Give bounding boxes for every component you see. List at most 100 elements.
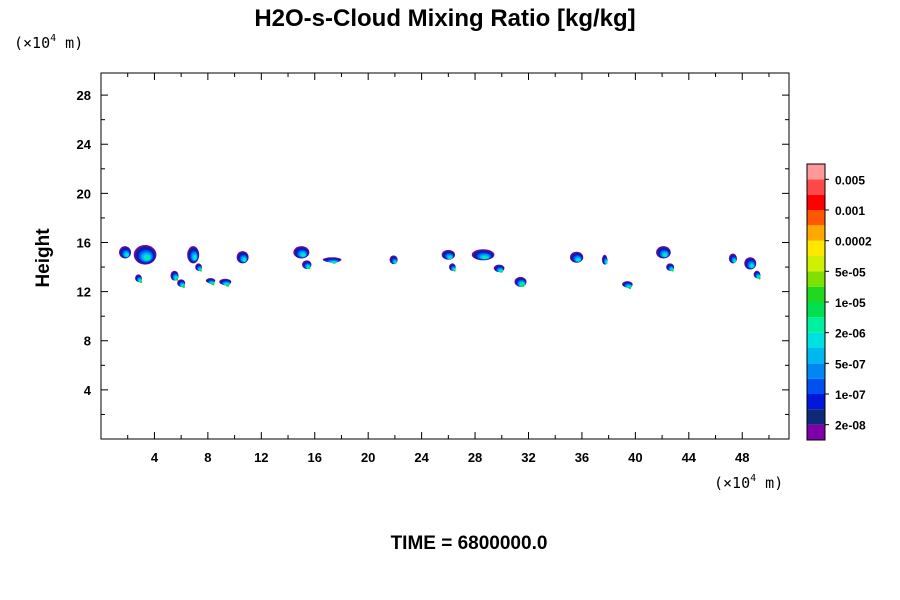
cloud-cell — [205, 278, 216, 286]
cloud-contour — [199, 269, 202, 272]
colorbar-swatch — [807, 378, 825, 394]
cloud-cell — [133, 244, 157, 265]
cloud-cell — [744, 257, 757, 270]
colorbar-label: 5e-05 — [835, 265, 866, 279]
x-tick-label: 4 — [151, 450, 159, 465]
colorbar-label: 0.001 — [835, 204, 865, 218]
cloud-cell — [195, 263, 202, 272]
colorbar-swatch — [807, 302, 825, 318]
cloud-cell — [622, 281, 633, 290]
cloud-cell — [471, 249, 495, 261]
colorbar-swatch — [807, 424, 825, 440]
colorbar-label: 0.0002 — [835, 235, 872, 249]
cloud-cell — [514, 276, 527, 287]
chart-title: H2O-s-Cloud Mixing Ratio [kg/kg] — [254, 5, 635, 32]
cloud-cell — [389, 255, 398, 264]
cloud-contour — [629, 287, 632, 290]
cloud-contour — [751, 265, 754, 268]
y-tick-label: 24 — [77, 137, 92, 152]
cloud-contour — [483, 256, 488, 259]
cloud-cell — [187, 246, 200, 264]
cloud-contour — [500, 270, 503, 273]
colorbar-label: 1e-05 — [835, 296, 866, 310]
cloud-contour — [176, 278, 179, 281]
colorbar-label: 2e-06 — [835, 327, 866, 341]
cloud-cell — [236, 251, 249, 264]
colorbar: 2e-08 1e-07 5e-07 2e-06 1e-05 5e-05 0.0002 0.00… — [806, 163, 872, 441]
colorbar-swatch — [807, 225, 825, 241]
cloud-contour — [212, 283, 215, 286]
cloud-cell — [177, 279, 186, 289]
y-tick-label: 28 — [77, 88, 91, 103]
y-tick-label: 20 — [77, 186, 91, 201]
cloud-contour — [664, 254, 667, 257]
cloud-cell — [666, 263, 675, 272]
colorbar-swatch — [807, 409, 825, 425]
y-unit-label: (×104 m) — [14, 33, 83, 52]
x-tick-label: 44 — [682, 450, 697, 465]
cloud-cell — [322, 257, 342, 264]
x-unit-label: (×104 m) — [714, 473, 783, 492]
cloud-contour — [733, 260, 736, 263]
colorbar-swatch — [807, 286, 825, 302]
cloud-contour — [671, 269, 674, 272]
y-tick-label: 8 — [84, 334, 91, 349]
cloud-cell — [119, 246, 132, 259]
colorbar-swatch — [807, 194, 825, 210]
cloud-cell — [728, 253, 737, 264]
x-tick-label: 8 — [204, 450, 211, 465]
cloud-cell — [569, 251, 584, 263]
cloud-cell — [293, 246, 310, 259]
x-tick-label: 28 — [468, 450, 482, 465]
colorbar-label: 2e-08 — [835, 419, 866, 433]
colorbar-swatch — [807, 240, 825, 256]
x-tick-label: 36 — [575, 450, 589, 465]
cloud-contour — [605, 261, 608, 264]
colorbar-swatch — [807, 256, 825, 272]
cloud-contour — [453, 269, 456, 272]
cloud-contour — [332, 261, 336, 264]
y-tick-label: 4 — [84, 383, 92, 398]
y-tick-label: 12 — [77, 285, 91, 300]
cloud-contour — [126, 254, 129, 257]
colorbar-swatch — [807, 394, 825, 410]
cloud-cell — [753, 270, 761, 280]
cloud-cell — [302, 260, 312, 270]
cloud-contour — [182, 286, 185, 289]
colorbar-swatch — [807, 164, 825, 180]
cloud-contour — [758, 277, 761, 280]
cloud-contour — [302, 254, 305, 257]
colorbar-swatch — [807, 179, 825, 195]
cloud-contour — [226, 284, 229, 287]
time-label: TIME = 6800000.0 — [391, 533, 548, 554]
colorbar-swatch — [807, 332, 825, 348]
x-tick-label: 24 — [414, 450, 429, 465]
cloud-cell — [449, 263, 456, 272]
x-tick-label: 32 — [521, 450, 535, 465]
colorbar-label: 1e-07 — [835, 388, 866, 402]
cloud-contour — [577, 259, 580, 262]
x-tick-label: 12 — [254, 450, 268, 465]
x-tick-label: 20 — [361, 450, 375, 465]
y-axis: 4 8 12 16 20 24 28 — [77, 88, 789, 415]
x-axis: 4 8 12 16 20 24 28 32 36 40 44 48 — [127, 73, 770, 465]
cloud-contour — [449, 256, 452, 259]
colorbar-swatch — [807, 271, 825, 287]
cloud-contour — [394, 261, 397, 264]
colorbar-swatch — [807, 348, 825, 364]
x-tick-label: 48 — [735, 450, 749, 465]
cloud-cell — [219, 278, 232, 287]
colorbar-label: 0.005 — [835, 173, 865, 187]
cloud-cell — [170, 270, 179, 281]
colorbar-swatch — [807, 210, 825, 226]
cloud-contour — [243, 259, 246, 262]
cloud-contour — [308, 267, 311, 270]
y-tick-label: 16 — [77, 235, 91, 250]
cloud-cell — [135, 274, 143, 284]
colorbar-label: 5e-07 — [835, 357, 866, 371]
colorbar-swatch — [807, 363, 825, 379]
x-tick-label: 40 — [628, 450, 642, 465]
cloud-cell — [656, 246, 671, 259]
cloud-field — [119, 244, 761, 290]
